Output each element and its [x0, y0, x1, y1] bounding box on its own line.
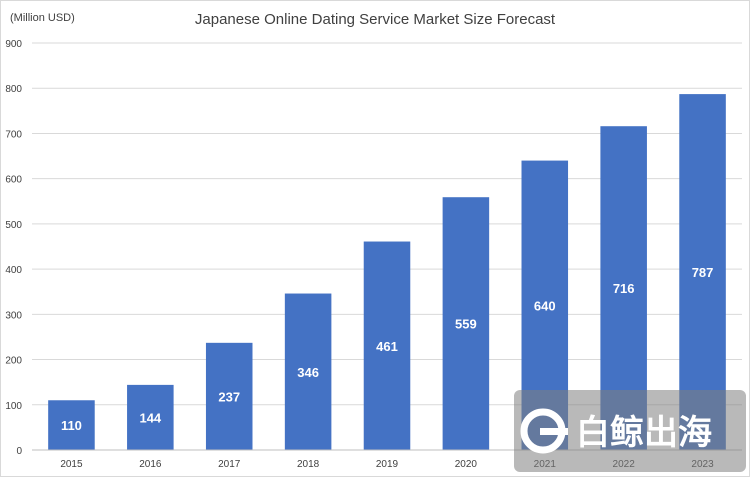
- data-label: 144: [139, 410, 161, 425]
- x-tick-label: 2017: [218, 459, 241, 470]
- bar-2017: [205, 342, 253, 450]
- y-axis-unit-label: (Million USD): [10, 12, 75, 24]
- bar-2015: [48, 400, 95, 450]
- data-label: 716: [613, 281, 635, 296]
- y-tick-label: 500: [5, 220, 22, 231]
- data-label: 237: [218, 389, 240, 404]
- x-tick-label: 2020: [455, 459, 478, 470]
- y-tick-label: 700: [5, 129, 22, 140]
- y-tick-label: 400: [5, 265, 22, 276]
- bar-2018: [284, 293, 332, 450]
- watermark-text: 白鲸出海: [576, 413, 712, 453]
- watermark: 白鲸出海: [514, 390, 746, 472]
- whale-logo-icon: [520, 408, 568, 454]
- x-tick-label: 2015: [60, 459, 83, 470]
- data-label: 461: [376, 339, 398, 354]
- chart-title: Japanese Online Dating Service Market Si…: [195, 11, 556, 28]
- bar-2016: [127, 384, 174, 450]
- y-tick-label: 900: [5, 39, 22, 50]
- y-tick-label: 0: [16, 446, 22, 457]
- x-tick-label: 2018: [297, 459, 320, 470]
- y-tick-label: 300: [5, 310, 22, 321]
- bar-2019: [363, 241, 411, 450]
- y-tick-label: 600: [5, 175, 22, 186]
- data-label: 110: [61, 418, 82, 433]
- x-tick-label: 2016: [139, 459, 162, 470]
- bar-2020: [442, 197, 490, 450]
- y-tick-label: 200: [5, 356, 22, 367]
- watermark-background: [514, 390, 746, 472]
- y-tick-label: 100: [5, 401, 22, 412]
- x-tick-label: 2019: [376, 459, 399, 470]
- y-tick-label: 800: [5, 84, 22, 95]
- data-label: 787: [692, 265, 714, 280]
- data-label: 346: [297, 365, 319, 380]
- data-label: 559: [455, 317, 477, 332]
- data-label: 640: [534, 298, 556, 313]
